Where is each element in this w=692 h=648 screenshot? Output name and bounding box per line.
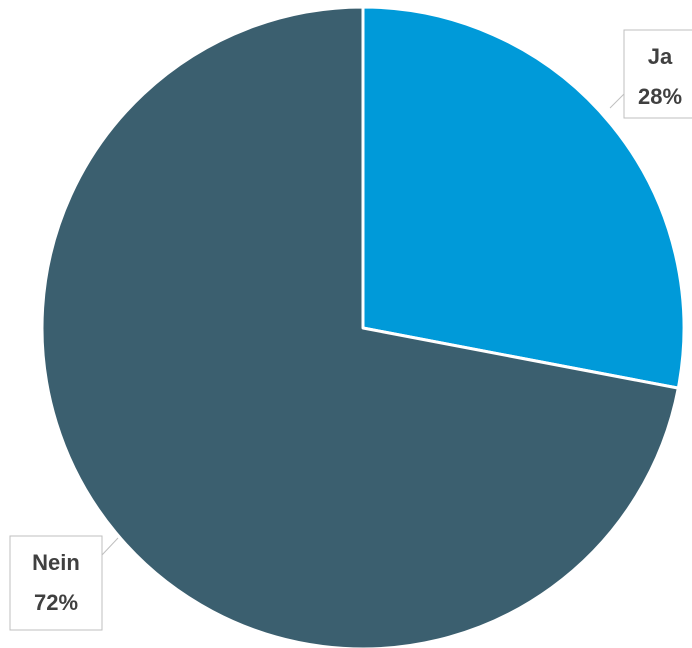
percent-label: 28%	[638, 84, 682, 109]
pie-slice-ja	[361, 5, 686, 390]
category-label: Nein	[32, 550, 80, 575]
leader-line	[609, 91, 627, 109]
leader-line	[101, 537, 119, 556]
data-label-ja: Ja 28%	[609, 29, 692, 119]
pie-slices	[40, 5, 686, 648]
label-box	[9, 535, 103, 631]
pie-slice-nein	[40, 5, 680, 648]
percent-label: 72%	[34, 590, 78, 615]
label-box	[623, 29, 692, 119]
pie-labels: Ja 28% Nein 72%	[9, 29, 692, 631]
category-label: Ja	[648, 44, 673, 69]
data-label-nein: Nein 72%	[9, 535, 119, 631]
